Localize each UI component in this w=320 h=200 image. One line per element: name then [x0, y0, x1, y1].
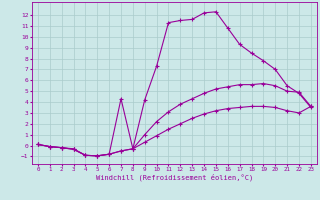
X-axis label: Windchill (Refroidissement éolien,°C): Windchill (Refroidissement éolien,°C) — [96, 174, 253, 181]
